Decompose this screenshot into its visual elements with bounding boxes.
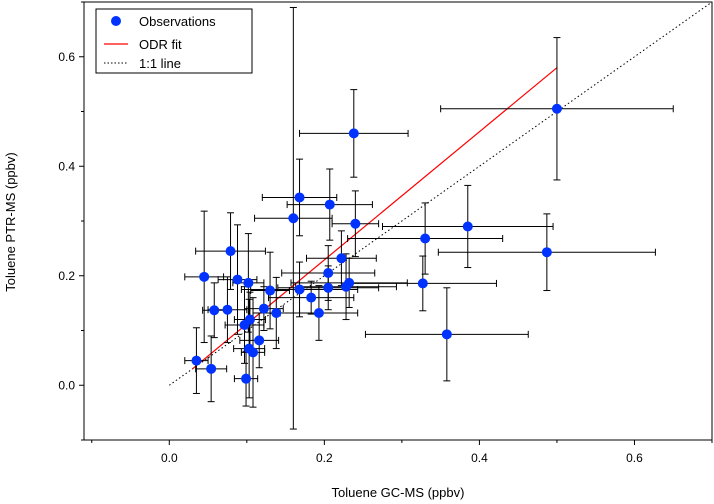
data-point [191, 355, 202, 366]
data-point [324, 199, 335, 210]
axis-ticks [79, 1, 713, 445]
data-point [551, 103, 562, 114]
data-point [241, 373, 252, 384]
data-point [222, 304, 233, 315]
y-axis-title: Toluene PTR-MS (ppbv) [3, 152, 18, 291]
x-tick-label: 0.0 [161, 451, 178, 465]
data-point [294, 192, 305, 203]
data-point [239, 320, 250, 331]
data-point [271, 307, 282, 318]
x-tick-label: 0.6 [626, 451, 643, 465]
data-point [417, 278, 428, 289]
data-point [232, 274, 243, 285]
data-point [323, 282, 334, 293]
legend-label-odr-fit: ODR fit [139, 37, 182, 52]
legend-marker-observations [111, 16, 121, 26]
data-point [313, 307, 324, 318]
legend-label-observations: Observations [139, 14, 216, 29]
data-points [191, 103, 562, 384]
y-tick-label: 0.0 [58, 378, 75, 392]
data-point [341, 281, 352, 292]
data-point [243, 277, 254, 288]
data-point [348, 128, 359, 139]
data-point [441, 329, 452, 340]
data-point [350, 218, 361, 229]
data-point [258, 303, 269, 314]
data-point [462, 221, 473, 232]
y-tick-label: 0.4 [58, 159, 75, 173]
legend-box [95, 8, 253, 74]
data-point [541, 247, 552, 258]
data-point [306, 292, 317, 303]
legend: Observations ODR fit 1:1 line [95, 8, 253, 74]
y-tick-label: 0.6 [58, 50, 75, 64]
x-axis-title: Toluene GC-MS (ppbv) [332, 485, 465, 500]
data-point [248, 347, 259, 358]
error-bars [184, 6, 674, 430]
data-point [420, 233, 431, 244]
data-point [265, 285, 276, 296]
data-point [225, 246, 236, 257]
x-tick-label: 0.2 [316, 451, 333, 465]
one-to-one-line [168, 1, 713, 386]
data-point [254, 335, 265, 346]
data-point [323, 268, 334, 279]
x-tick-label: 0.4 [471, 451, 488, 465]
data-point [209, 305, 220, 316]
data-point [199, 271, 210, 282]
data-point [288, 213, 299, 224]
data-point [336, 253, 347, 264]
tick-labels: 0.0 0.2 0.4 0.6 0.0 0.2 0.4 0.6 [58, 50, 643, 465]
legend-label-one-to-one: 1:1 line [139, 56, 181, 71]
data-point [294, 284, 305, 295]
data-point [206, 363, 217, 374]
y-tick-label: 0.2 [58, 269, 75, 283]
